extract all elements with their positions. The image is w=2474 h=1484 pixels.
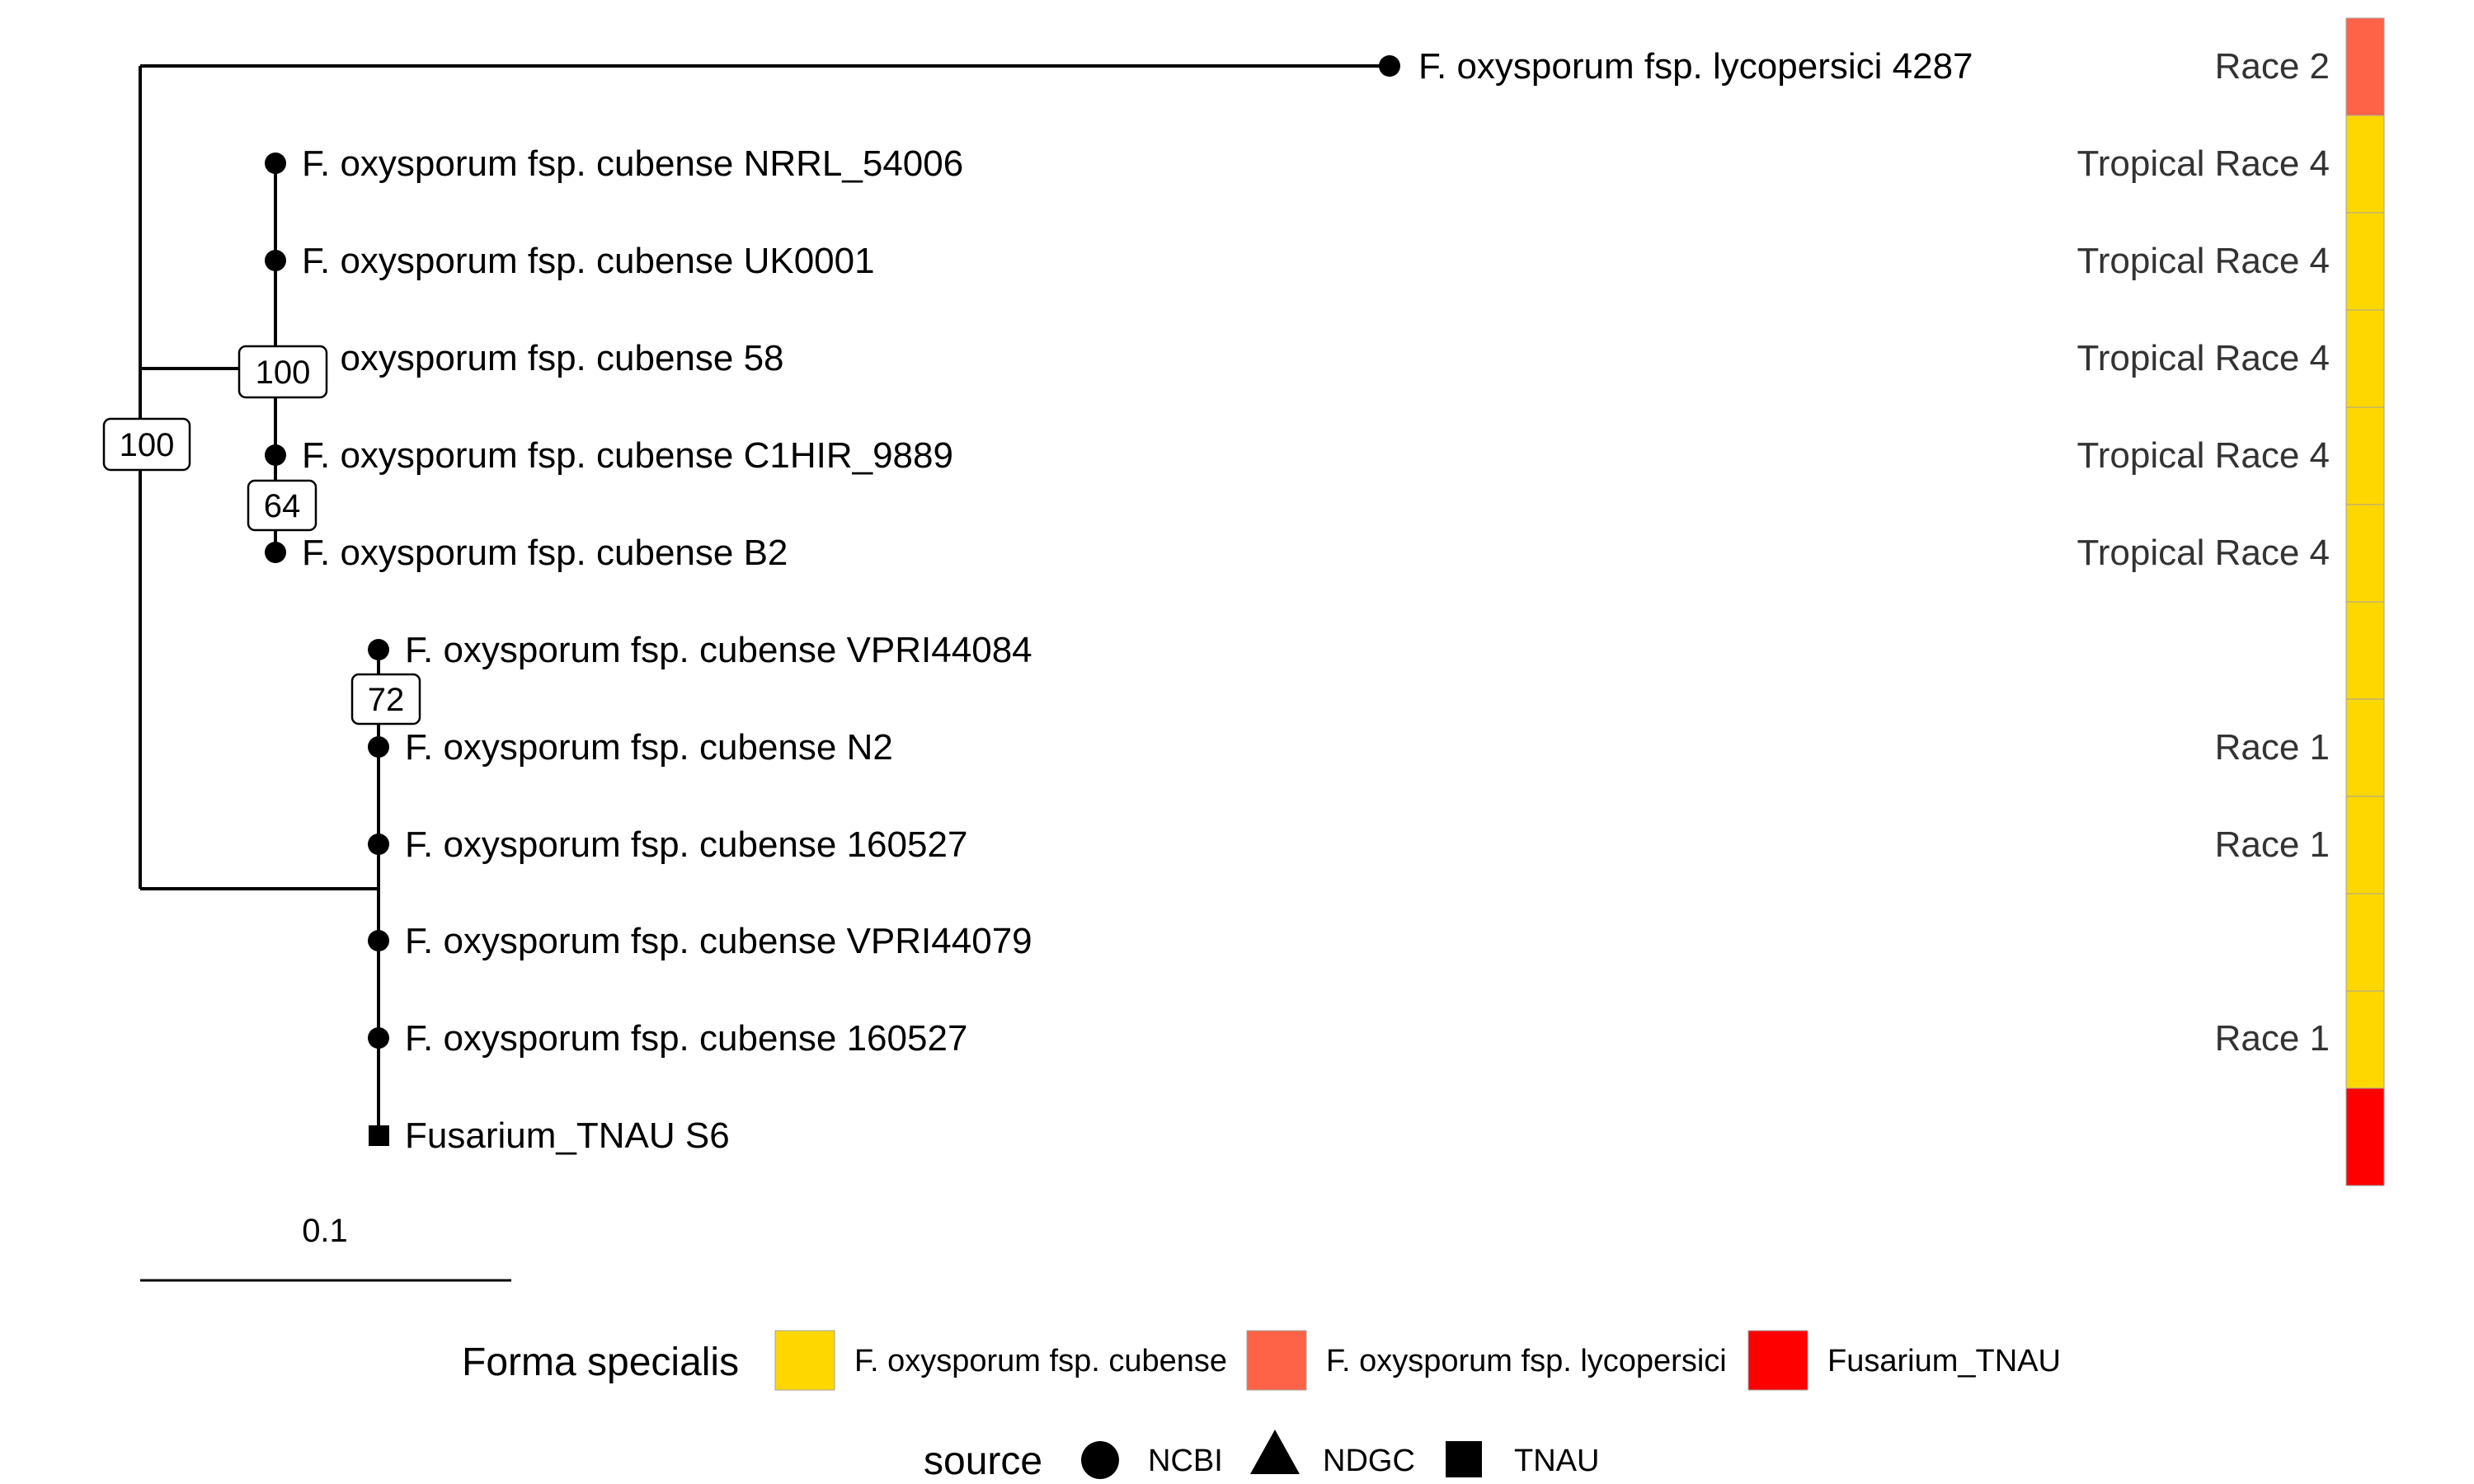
strip-cell-t5 [2345, 406, 2385, 505]
tip-marker-ncbi [265, 444, 286, 466]
tip-label: F. oxysporum fsp. cubense 160527 [405, 1018, 967, 1059]
support-value-label: 100 [256, 355, 311, 391]
legend-title-forma: Forma specialis [462, 1341, 739, 1384]
tip-label: Fusarium_TNAU S6 [405, 1115, 730, 1156]
tip-marker-tnau [369, 1125, 389, 1146]
tip-labels: F. oxysporum fsp. lycopersici 4287 F. ox… [302, 46, 1973, 1156]
legend-label-ndgc: NDGC [1323, 1444, 1415, 1478]
legend-square-icon [1446, 1441, 1482, 1477]
legend-forma-specialis: Forma specialis F. oxysporum fsp. cubens… [462, 1330, 2061, 1391]
tip-label: F. oxysporum fsp. cubense 58 [302, 338, 784, 378]
tip-label: F. oxysporum fsp. cubense C1HIR_9889 [302, 435, 953, 476]
tip-label: F. oxysporum fsp. cubense VPRI44079 [405, 921, 1032, 961]
tip-markers [265, 55, 1400, 1146]
legend-triangle-icon [1250, 1430, 1300, 1474]
race-label: Tropical Race 4 [2077, 533, 2331, 573]
support-box-tr4: 100 [238, 345, 328, 399]
tip-label: F. oxysporum fsp. cubense B2 [302, 533, 788, 573]
tip-label: F. oxysporum fsp. cubense UK0001 [302, 241, 875, 281]
support-value-label: 72 [368, 682, 405, 718]
tree-branches [139, 64, 1390, 1135]
tip-label: F. oxysporum fsp. cubense NRRL_54006 [302, 143, 963, 184]
legend-label-tnau-source: TNAU [1514, 1444, 1599, 1478]
race-label: Tropical Race 4 [2077, 338, 2331, 378]
strip-cell-t1 [2345, 17, 2385, 116]
tip-label: F. oxysporum fsp. lycopersici 4287 [1418, 46, 1973, 87]
legend-swatch-tnau [1747, 1330, 1808, 1391]
race-label: Race 2 [2215, 46, 2330, 87]
legend-title-source: source [924, 1439, 1042, 1483]
legend-source: source NCBI NDGC TNAU [924, 1430, 1599, 1483]
scale-bar-label: 0.1 [302, 1213, 348, 1249]
strip-cell-t11 [2345, 990, 2385, 1089]
race-label: Tropical Race 4 [2077, 241, 2331, 281]
tip-label: F. oxysporum fsp. cubense VPRI44084 [405, 630, 1032, 670]
tip-label: F. oxysporum fsp. cubense N2 [405, 727, 893, 768]
support-box-c1hir-b2: 64 [247, 479, 317, 532]
support-value-label: 64 [264, 488, 301, 524]
strip-cell-t10 [2345, 893, 2385, 992]
legend-label-lycopersici: F. oxysporum fsp. lycopersici [1326, 1344, 1727, 1378]
legend-swatch-lycopersici [1246, 1330, 1307, 1391]
strip-cell-t9 [2345, 796, 2385, 895]
legend-label-cubense: F. oxysporum fsp. cubense [854, 1344, 1227, 1378]
strip-cell-t2 [2345, 115, 2385, 214]
tip-marker-ncbi [368, 1027, 389, 1049]
tip-marker-ncbi [368, 930, 389, 951]
tip-label: F. oxysporum fsp. cubense 160527 [405, 824, 967, 865]
strip-cell-t8 [2345, 698, 2385, 797]
race-labels: Race 2 Tropical Race 4 Tropical Race 4 T… [2077, 46, 2331, 1059]
support-value-label: 100 [120, 427, 175, 463]
support-values: 100 100 64 72 [102, 345, 421, 726]
tip-marker-ncbi [368, 639, 389, 660]
race-label: Race 1 [2215, 727, 2330, 768]
tip-marker-ncbi [368, 736, 389, 758]
strip-cell-t3 [2345, 212, 2385, 311]
tip-marker-ncbi [265, 153, 286, 174]
legend-label-tnau: Fusarium_TNAU [1827, 1344, 2061, 1378]
forma-specialis-strip [2345, 17, 2385, 1186]
tip-marker-ncbi [265, 542, 286, 563]
strip-cell-t12 [2345, 1087, 2385, 1186]
tip-marker-ncbi [1379, 55, 1400, 77]
race-label: Race 1 [2215, 824, 2330, 865]
race-label: Race 1 [2215, 1018, 2330, 1059]
tip-marker-ncbi [368, 834, 389, 855]
race-label: Tropical Race 4 [2077, 143, 2331, 184]
legend-swatch-cubense [774, 1330, 835, 1391]
tip-marker-ncbi [265, 250, 286, 271]
strip-cell-t4 [2345, 309, 2385, 408]
strip-cell-t6 [2345, 504, 2385, 603]
strip-cell-t7 [2345, 601, 2385, 700]
legend-circle-icon [1081, 1441, 1119, 1479]
support-box-race1: 72 [350, 673, 421, 726]
race-label: Tropical Race 4 [2077, 435, 2331, 476]
scale-bar: 0.1 [140, 1213, 511, 1282]
support-box-root: 100 [102, 417, 191, 472]
legend-label-ncbi: NCBI [1148, 1444, 1223, 1478]
